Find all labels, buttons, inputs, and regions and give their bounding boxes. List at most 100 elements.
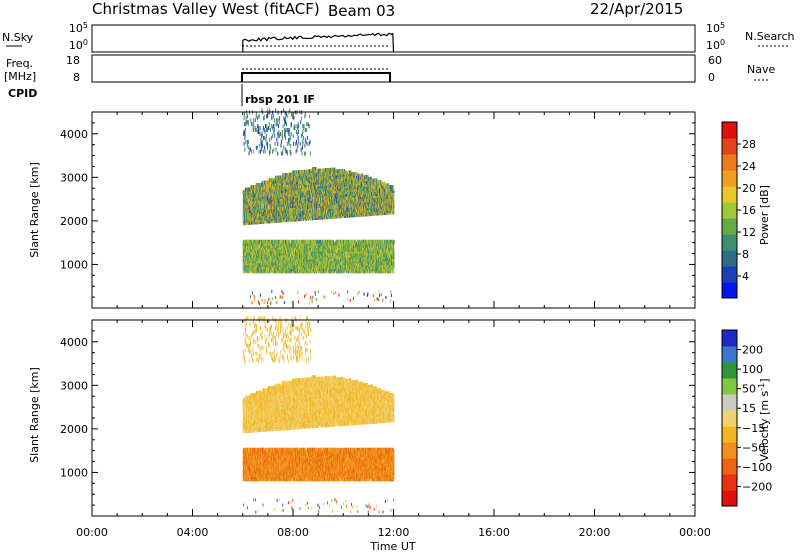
heatmap-cell [283, 146, 284, 150]
heatmap-cell [257, 130, 258, 134]
heatmap-cell [282, 296, 283, 299]
heatmap-cell [265, 124, 266, 128]
freq-label: Freq. [6, 57, 33, 70]
heatmap-cell [260, 150, 261, 154]
heatmap-cell [259, 150, 260, 154]
heatmap-cell [281, 152, 282, 156]
heatmap-cell [244, 112, 245, 116]
freq-frame [92, 55, 695, 82]
heatmap-cell [270, 302, 271, 305]
heatmap-cell [305, 140, 306, 144]
heatmap-cell [274, 118, 275, 122]
heatmap-cell [283, 292, 284, 295]
heatmap-cell [288, 128, 289, 132]
heatmap-cell [297, 148, 298, 152]
heatmap-cell [286, 150, 287, 154]
heatmap-cell [269, 138, 270, 142]
heatmap-cell [267, 142, 268, 146]
heatmap-cell [268, 126, 269, 130]
heatmap-cell [252, 292, 253, 295]
heatmap-cell [250, 118, 251, 122]
heatmap-cell [279, 116, 280, 120]
heatmap-cell [282, 134, 283, 138]
heatmap-cell [286, 122, 287, 126]
nsky-label: N.Sky [2, 31, 34, 44]
heatmap-cell [274, 128, 275, 132]
heatmap-cell [305, 293, 306, 296]
heatmap-cell [244, 148, 245, 152]
heatmap-cell [289, 128, 290, 132]
heatmap-cell [277, 152, 278, 156]
station-title: Christmas Valley West (fitACF) [92, 0, 320, 18]
heatmap-cell [283, 124, 284, 128]
heatmap-cell [298, 130, 299, 134]
heatmap-cell [276, 118, 277, 122]
heatmap-cell [246, 116, 247, 120]
heatmap-cell [263, 150, 264, 154]
heatmap-cell [247, 114, 248, 118]
heatmap-cell [244, 142, 245, 146]
heatmap-cell [302, 140, 303, 144]
heatmap-cell [263, 136, 264, 140]
heatmap-cell [257, 146, 258, 150]
heatmap-cell [288, 138, 289, 142]
heatmap-cell [262, 144, 263, 148]
heatmap-cell [277, 122, 278, 126]
heatmap-cell [259, 302, 260, 305]
heatmap-cell [287, 142, 288, 146]
heatmap-cell [276, 138, 277, 142]
heatmap-cell [302, 152, 303, 156]
heatmap-cell [265, 150, 266, 154]
heatmap-cell [289, 132, 290, 136]
heatmap-cell [293, 134, 294, 138]
heatmap-cell [262, 140, 263, 144]
heatmap-cell [282, 130, 283, 134]
heatmap-cell [256, 128, 257, 132]
heatmap-cell [281, 295, 282, 298]
heatmap-cell [254, 298, 255, 301]
nsky-strip: N.Sky 105 100 105 100 N.Search [2, 21, 795, 52]
heatmap-cell [268, 298, 269, 301]
heatmap-cell [259, 144, 260, 148]
heatmap-cell [253, 118, 254, 122]
heatmap-cell [305, 152, 306, 156]
heatmap-cell [276, 122, 277, 126]
nsky-right-tick-top: 105 [706, 21, 725, 35]
heatmap-cell [296, 130, 297, 134]
heatmap-cell [273, 114, 274, 118]
heatmap-cell [248, 140, 249, 144]
heatmap-cell [284, 301, 285, 304]
heatmap-cell [289, 142, 290, 146]
heatmap-cell [260, 132, 261, 136]
heatmap-cell [267, 146, 268, 150]
heatmap-cell [291, 152, 292, 156]
heatmap-cell [260, 294, 261, 297]
heatmap-cell [296, 150, 297, 154]
heatmap-cell [305, 191, 306, 195]
heatmap-cell [281, 290, 282, 293]
freq-right-tick-bottom: 0 [708, 71, 715, 84]
heatmap-cell [272, 126, 273, 130]
heatmap-cell [254, 295, 255, 298]
heatmap-cell [259, 114, 260, 118]
cpid-program: rbsp 201 IF [245, 93, 315, 106]
heatmap-cell [277, 118, 278, 122]
heatmap-cell [272, 150, 273, 154]
heatmap-cell [255, 128, 256, 132]
heatmap-cell [245, 128, 246, 132]
freq-left-tick-bottom: 8 [73, 71, 80, 84]
heatmap-cell [261, 148, 262, 152]
heatmap-cell [298, 140, 299, 144]
heatmap-cell [302, 146, 303, 150]
heatmap-cell [300, 142, 301, 146]
heatmap-cell [272, 297, 273, 300]
heatmap-cell [271, 136, 272, 140]
heatmap-cell [303, 136, 304, 140]
heatmap-cell [250, 148, 251, 152]
heatmap-cell [249, 152, 250, 156]
freq-left-tick-top: 18 [66, 54, 80, 67]
heatmap-cell [296, 140, 297, 144]
heatmap-cell [248, 120, 249, 124]
nsky-right-tick-bottom: 100 [706, 38, 725, 52]
heatmap-cell [305, 128, 306, 132]
